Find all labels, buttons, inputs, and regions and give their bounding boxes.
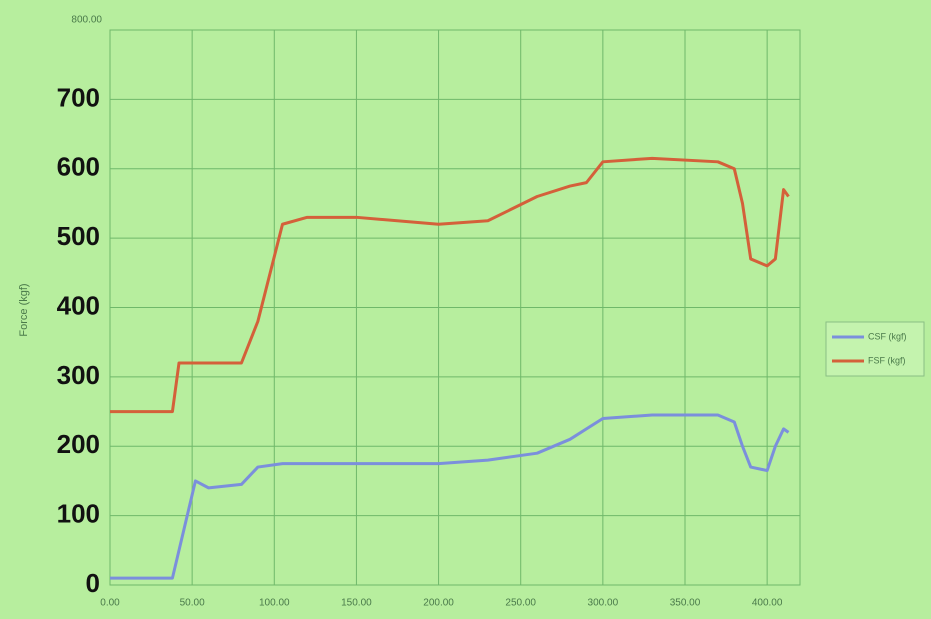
y-tick-label: 400 bbox=[57, 290, 100, 320]
y-tick-label: 0 bbox=[86, 568, 100, 598]
y-tick-label: 500 bbox=[57, 221, 100, 251]
x-tick-label: 0.00 bbox=[100, 598, 120, 609]
y-tick-label: 600 bbox=[57, 152, 100, 182]
chart: Force (kgf) 0 100 200 300 400 500 600 700 800.00… bbox=[0, 0, 931, 619]
legend-label: FSF (kgf) bbox=[868, 355, 906, 365]
x-tick-label: 250.00 bbox=[505, 598, 536, 609]
x-tick-label: 400.00 bbox=[752, 598, 783, 609]
x-tick-label: 200.00 bbox=[423, 598, 454, 609]
y-tick-label: 200 bbox=[57, 429, 100, 459]
y-tick-label: 300 bbox=[57, 360, 100, 390]
x-tick-label: 350.00 bbox=[670, 598, 701, 609]
y-axis-label: Force (kgf) bbox=[18, 283, 30, 336]
y-tick-label: 700 bbox=[57, 82, 100, 112]
x-tick-label: 100.00 bbox=[259, 598, 290, 609]
x-tick-label: 50.00 bbox=[180, 598, 205, 609]
y-tick-label: 100 bbox=[57, 499, 100, 529]
legend-label: CSF (kgf) bbox=[868, 331, 907, 341]
x-tick-label: 300.00 bbox=[588, 598, 619, 609]
y-tick-label: 800.00 bbox=[71, 15, 102, 26]
background bbox=[0, 0, 931, 619]
legend-box bbox=[826, 322, 924, 376]
x-tick-label: 150.00 bbox=[341, 598, 372, 609]
